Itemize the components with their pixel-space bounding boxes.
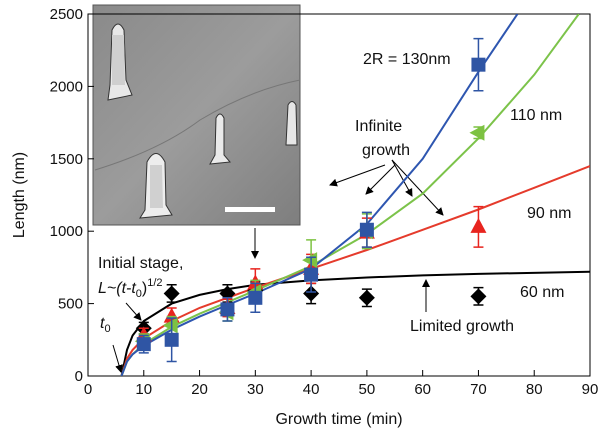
marker [470, 288, 486, 304]
y-tick-label: 2500 [50, 6, 83, 23]
series-label: 90 nm [527, 205, 571, 222]
annotation: Limited growth [410, 318, 514, 335]
y-tick-label: 2000 [50, 78, 83, 95]
marker [137, 337, 151, 351]
series-label: 60 nm [520, 284, 564, 301]
y-tick-label: 0 [75, 368, 83, 385]
y-tick-label: 1000 [50, 223, 83, 240]
y-tick-label: 500 [58, 296, 83, 313]
x-tick-label: 0 [84, 381, 92, 398]
x-tick-label: 10 [135, 381, 152, 398]
annotation: Infinite [355, 118, 402, 135]
x-tick-label: 80 [526, 381, 543, 398]
x-tick-label: 60 [414, 381, 431, 398]
marker [165, 333, 179, 347]
marker [359, 290, 375, 306]
marker [220, 302, 234, 316]
x-tick-label: 90 [582, 381, 599, 398]
formula: L~(t-t [98, 280, 136, 297]
x-axis-title: Growth time (min) [275, 411, 402, 428]
formula-sup: 1/2 [147, 277, 162, 289]
marker [471, 58, 485, 72]
t0-sub: 0 [104, 323, 110, 335]
marker [248, 291, 262, 305]
marker [470, 218, 486, 233]
marker [164, 285, 180, 301]
annotation: t0 [100, 315, 111, 335]
chart: Infinite growth Limited growth Initial s… [0, 0, 615, 441]
annotation: L~(t-t0)1/2 [98, 277, 163, 300]
annotation: growth [362, 142, 410, 159]
y-axis-title: Length (nm) [11, 152, 28, 238]
marker [304, 268, 318, 282]
marker [360, 223, 374, 237]
series-label: 110 nm [510, 107, 562, 124]
x-tick-label: 50 [359, 381, 376, 398]
y-tick-label: 1500 [50, 151, 83, 168]
x-tick-label: 20 [191, 381, 208, 398]
x-tick-label: 70 [470, 381, 487, 398]
inset-image [93, 5, 300, 225]
annotation: Initial stage, [98, 255, 183, 272]
series-label: 2R = 130nm [363, 51, 451, 68]
x-tick-label: 40 [303, 381, 320, 398]
x-tick-label: 30 [247, 381, 264, 398]
